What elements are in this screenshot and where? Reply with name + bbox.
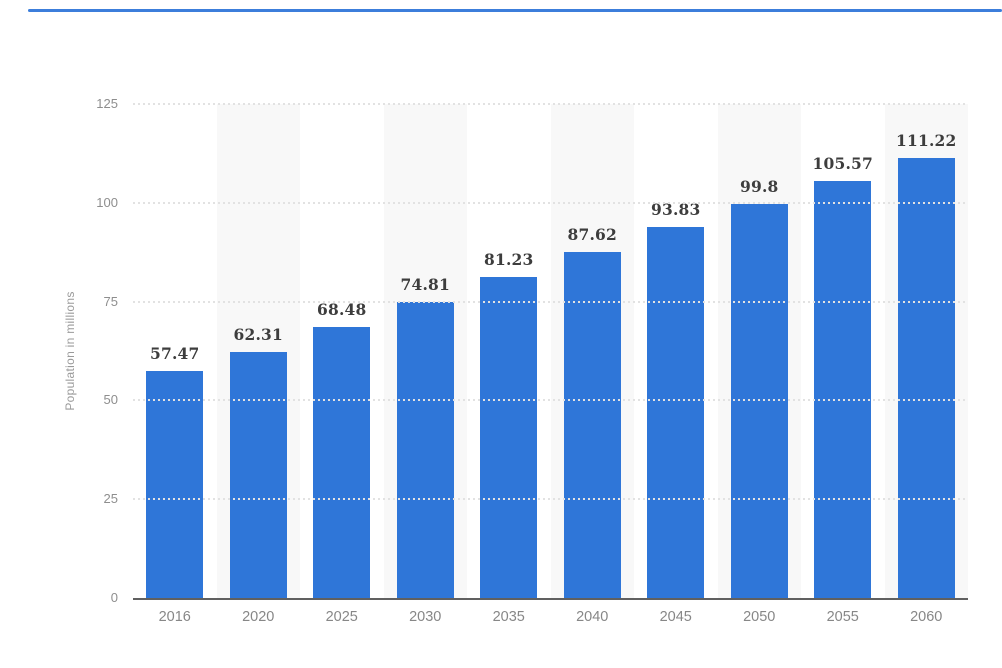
column-2020: 62.31 2020	[216, 104, 300, 625]
x-tick-label-2040: 2040	[576, 609, 609, 625]
gridline-75	[133, 301, 968, 303]
bar-value-label: 74.81	[400, 275, 451, 294]
bar-2050[interactable]	[730, 204, 788, 598]
top-accent-line	[28, 9, 1002, 12]
bar-2016[interactable]	[146, 371, 204, 598]
column-2060: 111.22 2060	[884, 104, 968, 625]
y-tick-label-0: 0	[110, 590, 118, 605]
bar-value-label: 68.48	[316, 300, 367, 319]
gridline-25	[133, 498, 968, 500]
column-2040: 87.62 2040	[550, 104, 634, 625]
x-tick-label-2060: 2060	[910, 609, 943, 625]
bar-value-label: 87.62	[567, 225, 618, 244]
bar-2040[interactable]	[563, 252, 621, 598]
gridline-100	[133, 202, 968, 204]
bar-value-label: 105.57	[812, 154, 874, 173]
column-2030: 74.81 2030	[383, 104, 467, 625]
y-tick-label-125: 125	[96, 96, 118, 111]
bar-value-label: 81.23	[483, 250, 534, 269]
gridline-125	[133, 103, 968, 105]
x-tick-label-2025: 2025	[325, 609, 358, 625]
x-tick-label-2035: 2035	[492, 609, 525, 625]
x-tick-label-2055: 2055	[826, 609, 859, 625]
x-tick-label-2030: 2030	[409, 609, 442, 625]
x-tick-label-2020: 2020	[242, 609, 275, 625]
bar-2025[interactable]	[313, 327, 371, 598]
column-2045: 93.83 2045	[634, 104, 718, 625]
bar-value-label: 93.83	[650, 200, 701, 219]
column-2035: 81.23 2035	[467, 104, 551, 625]
column-2025: 68.48 2025	[300, 104, 384, 625]
column-2016: 57.47 2016	[133, 104, 217, 625]
bar-value-label: 99.8	[739, 177, 779, 196]
bar-2045[interactable]	[647, 227, 705, 598]
y-tick-label-50: 50	[103, 392, 118, 407]
y-tick-label-100: 100	[96, 195, 118, 210]
bar-value-label: 57.47	[149, 344, 200, 363]
bar-2030[interactable]	[396, 302, 454, 598]
bar-value-label: 111.22	[895, 131, 957, 150]
gridline-50	[133, 399, 968, 401]
bar-value-label: 62.31	[233, 325, 284, 344]
y-tick-label-25: 25	[103, 491, 118, 506]
bar-2035[interactable]	[480, 277, 538, 598]
columns-container: 57.47 2016 62.31 2020 68.48 2025 74.81 2030 81.2…	[133, 104, 968, 625]
column-2055: 105.57 2055	[801, 104, 885, 625]
x-tick-label-2045: 2045	[659, 609, 692, 625]
bar-2020[interactable]	[229, 352, 287, 598]
y-tick-label-75: 75	[103, 294, 118, 309]
x-tick-label-2016: 2016	[158, 609, 191, 625]
plot-area: 57.47 2016 62.31 2020 68.48 2025 74.81 2030 81.2…	[96, 96, 968, 625]
bar-2055[interactable]	[814, 181, 872, 598]
bar-2060[interactable]	[897, 158, 955, 598]
x-tick-label-2050: 2050	[743, 609, 776, 625]
column-2050: 99.8 2050	[717, 104, 801, 625]
